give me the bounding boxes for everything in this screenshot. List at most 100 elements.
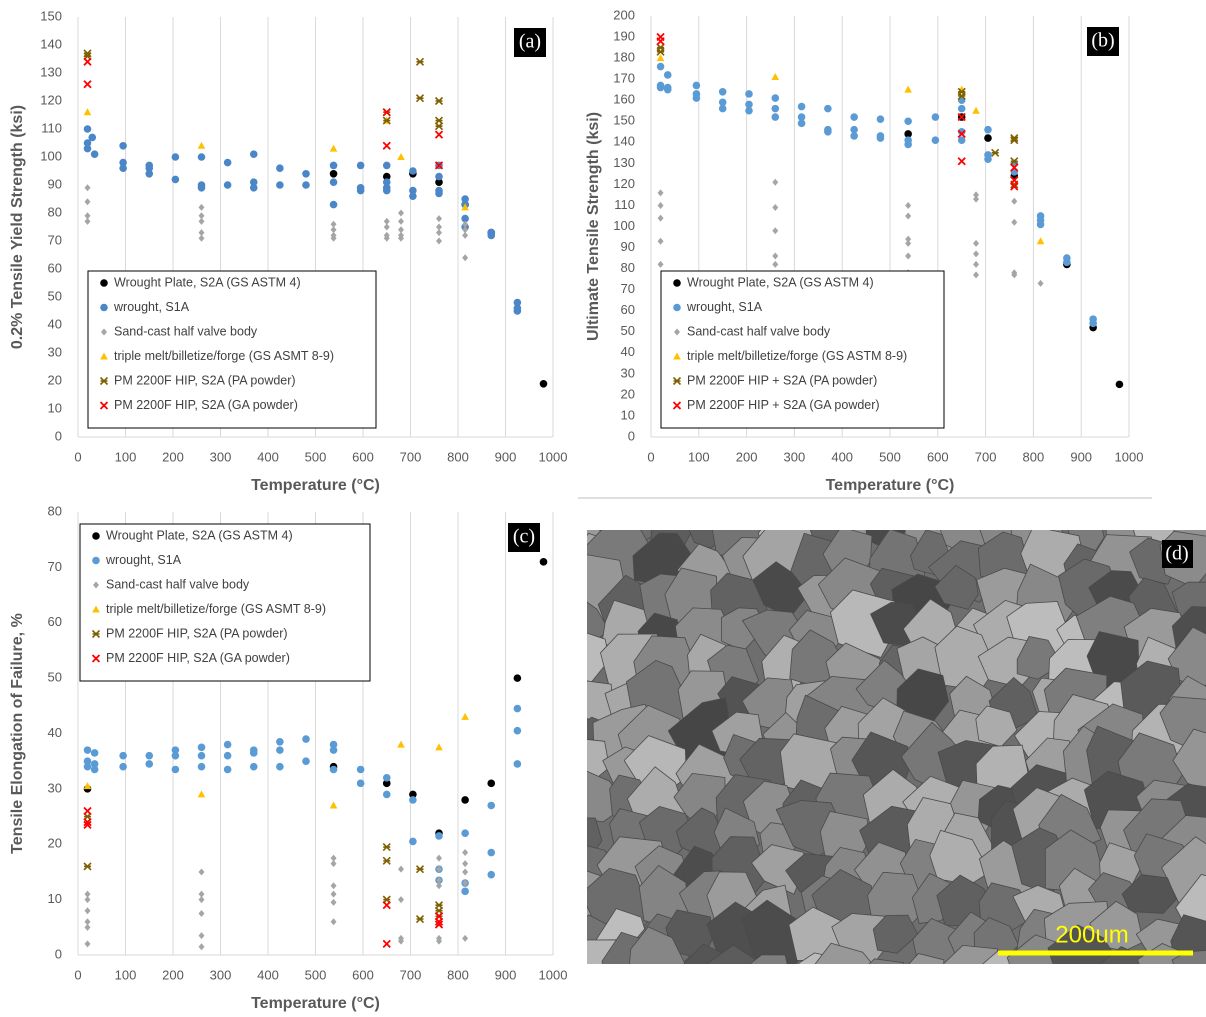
point bbox=[398, 217, 404, 225]
point bbox=[383, 234, 390, 242]
point bbox=[330, 882, 337, 890]
point bbox=[435, 178, 443, 186]
x-tick-label: 800 bbox=[447, 967, 469, 982]
point bbox=[383, 223, 390, 231]
point bbox=[436, 229, 442, 237]
point bbox=[487, 779, 496, 788]
point bbox=[83, 782, 92, 790]
point bbox=[356, 186, 365, 195]
point bbox=[973, 239, 980, 247]
point bbox=[1036, 237, 1045, 245]
point bbox=[84, 184, 91, 192]
point bbox=[772, 260, 779, 268]
point bbox=[656, 37, 665, 46]
micrograph bbox=[587, 530, 1206, 964]
panel-label: (a) bbox=[519, 31, 541, 53]
point bbox=[197, 751, 206, 760]
x-tick-label: 900 bbox=[495, 967, 517, 982]
x-tick-label: 100 bbox=[115, 967, 137, 982]
point bbox=[88, 133, 97, 142]
point bbox=[83, 817, 92, 827]
point bbox=[462, 231, 469, 239]
point bbox=[656, 62, 665, 71]
point bbox=[957, 157, 966, 166]
legend-box bbox=[79, 523, 371, 682]
point bbox=[171, 153, 180, 161]
y-tick-label: 20 bbox=[621, 386, 635, 401]
point bbox=[382, 178, 391, 186]
point bbox=[249, 150, 258, 158]
x-tick-label: 100 bbox=[115, 449, 137, 464]
point bbox=[382, 779, 391, 788]
y-tick-label: 120 bbox=[613, 176, 635, 191]
point bbox=[461, 214, 469, 223]
point bbox=[171, 765, 180, 774]
point bbox=[83, 746, 92, 754]
point bbox=[330, 220, 337, 228]
point bbox=[434, 130, 444, 139]
point bbox=[415, 57, 425, 66]
point bbox=[539, 380, 548, 388]
x-tick-label: 600 bbox=[927, 449, 949, 464]
point bbox=[84, 217, 91, 225]
point bbox=[462, 934, 469, 942]
legend-marker bbox=[673, 352, 681, 360]
y-tick-label: 20 bbox=[48, 372, 62, 387]
point bbox=[397, 153, 405, 160]
legend-label: PM 2200F HIP + S2A (GA powder) bbox=[687, 398, 880, 412]
point bbox=[223, 765, 232, 774]
legend-box bbox=[87, 270, 377, 429]
point bbox=[409, 167, 417, 175]
point bbox=[663, 85, 672, 94]
grain bbox=[908, 953, 945, 964]
legend: Wrought Plate, S2A (GS ASTM 4) wrought, S… bbox=[87, 270, 377, 429]
y-tick-label: 100 bbox=[613, 218, 635, 233]
point bbox=[329, 144, 338, 152]
point bbox=[718, 98, 727, 107]
legend-label: wrought, S1A bbox=[686, 300, 763, 314]
point bbox=[197, 141, 206, 149]
point bbox=[436, 882, 442, 890]
point bbox=[302, 170, 310, 178]
point bbox=[83, 144, 92, 153]
point bbox=[850, 113, 858, 121]
point bbox=[876, 115, 885, 123]
legend-marker bbox=[672, 401, 682, 410]
point bbox=[249, 184, 258, 192]
point bbox=[329, 200, 338, 209]
point bbox=[415, 914, 425, 924]
point bbox=[745, 90, 753, 98]
point bbox=[1115, 380, 1124, 389]
point bbox=[435, 172, 443, 181]
point bbox=[824, 104, 832, 113]
point bbox=[461, 195, 469, 203]
y-tick-label: 30 bbox=[621, 365, 635, 380]
point bbox=[772, 252, 779, 260]
y-tick-label: 120 bbox=[40, 92, 62, 107]
point bbox=[145, 760, 154, 768]
x-tick-label: 800 bbox=[447, 449, 469, 464]
legend-marker bbox=[100, 279, 108, 287]
point bbox=[276, 738, 284, 746]
point bbox=[434, 161, 444, 170]
y-tick-label: 60 bbox=[48, 260, 62, 275]
point bbox=[771, 73, 780, 81]
point bbox=[409, 192, 417, 200]
point bbox=[973, 260, 980, 268]
y-tick-label: 110 bbox=[41, 120, 62, 135]
point bbox=[772, 227, 779, 235]
point bbox=[973, 191, 980, 199]
point bbox=[462, 226, 469, 234]
point bbox=[991, 148, 1000, 157]
point bbox=[745, 100, 753, 109]
point bbox=[434, 96, 444, 106]
legend-marker bbox=[92, 556, 100, 565]
point bbox=[436, 854, 442, 862]
point bbox=[329, 746, 338, 754]
y-tick-label: 40 bbox=[48, 725, 62, 740]
point bbox=[83, 108, 92, 116]
point bbox=[83, 806, 92, 816]
point bbox=[119, 142, 127, 150]
point bbox=[904, 130, 912, 138]
y-tick-label: 190 bbox=[613, 28, 635, 43]
